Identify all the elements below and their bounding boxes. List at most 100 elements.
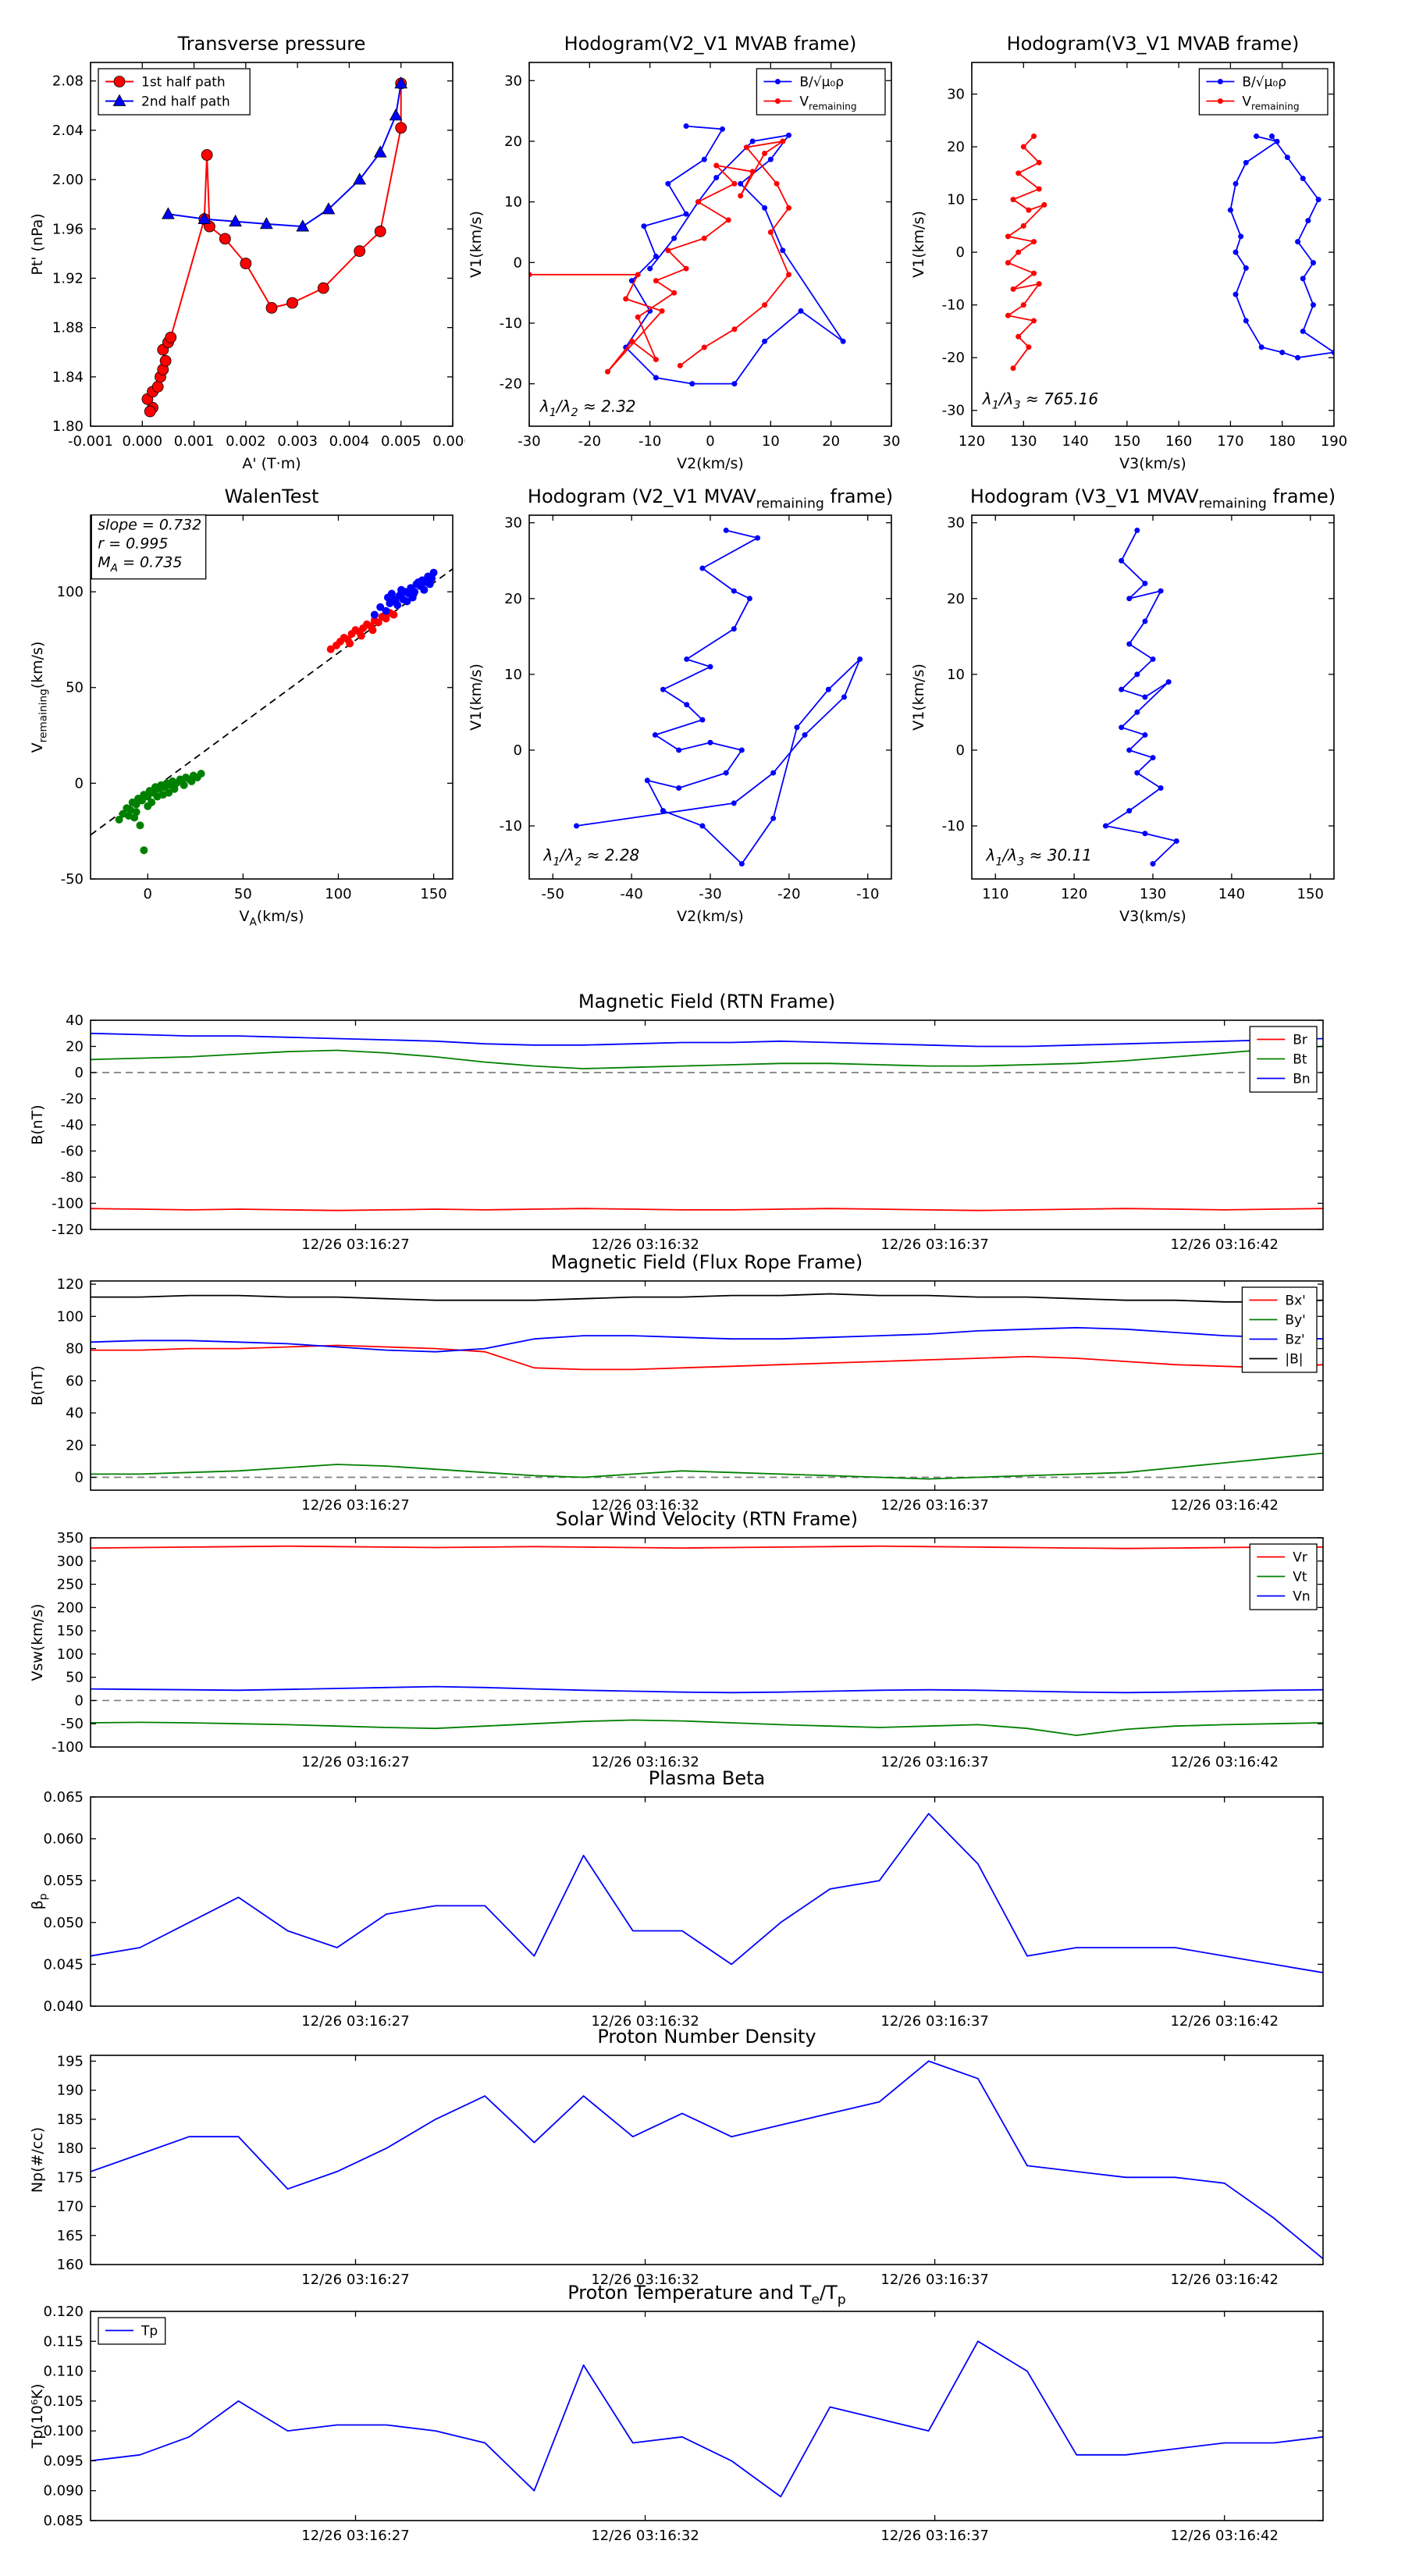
x-axis-label: V2(km/s) (677, 455, 744, 472)
legend-label: Vr (1293, 1550, 1307, 1566)
x-tick-label: -50 (542, 886, 564, 902)
legend: Bx' By' Bz' |B| (1241, 1286, 1318, 1373)
x-tick-label: 150 (1114, 433, 1140, 450)
y-tick-label: 50 (66, 680, 84, 696)
x-tick-label: 12/26 03:16:32 (591, 1236, 699, 1253)
y-tick-label: 0.100 (43, 2423, 84, 2439)
x-tick-label: -30 (699, 886, 721, 902)
series-Vt (91, 1719, 1323, 1736)
legend-label: B/√μ₀ρ (1242, 75, 1286, 91)
y-tick-label: 175 (57, 2169, 84, 2186)
x-tick-label: 0 (706, 433, 714, 450)
y-tick-label: 150 (57, 1623, 84, 1639)
x-tick-label: 12/26 03:16:27 (301, 1497, 409, 1514)
y-tick-label: 1.80 (52, 418, 84, 435)
y-tick-label: 160 (57, 2257, 84, 2273)
axes-frame (90, 514, 454, 880)
chart-magnetic-field-flux-rope: 12/26 03:16:27 12/26 03:16:32 12/26 03:16:… (16, 1246, 1337, 1534)
y-tick-label: 1.88 (52, 320, 84, 336)
y-tick-label: 40 (66, 1012, 84, 1029)
y-tick-label: 100 (57, 1646, 84, 1663)
chart-walen-test: 0 50 100 150 -50 0 50 100 WalenTest VA(km/s) Vrema… (16, 478, 465, 932)
annotation-text: λ1/λ2 ≈ 2.32 (539, 397, 636, 419)
chart-canvas: 110 120 130 140 150 -10 0 10 20 30 Hodogram (V3_V1… (910, 486, 1336, 925)
chart-proton-number-density: 12/26 03:16:27 12/26 03:16:32 12/26 03:16:… (16, 2020, 1337, 2308)
y-tick-label: 170 (57, 2199, 84, 2215)
x-tick-label: -40 (620, 886, 642, 902)
y-tick-label: 300 (57, 1553, 84, 1570)
y-axis-label: Tp(10⁶K) (29, 2384, 46, 2450)
series-B-magnitude (91, 1293, 1323, 1303)
chart-proton-temperature: 12/26 03:16:27 12/26 03:16:32 12/26 03:16:… (16, 2276, 1337, 2564)
legend-label: Vremaining (1242, 94, 1299, 112)
y-tick-label: 0.065 (43, 1789, 84, 1806)
series-beta-p (91, 1813, 1323, 1973)
chart-title: Hodogram(V3_V1 MVAB frame) (1007, 33, 1300, 55)
plot-area (1005, 133, 1334, 372)
plot-area (91, 568, 453, 855)
y-tick-label: -10 (500, 818, 522, 834)
y-tick-label: -50 (61, 871, 84, 888)
x-axis-label: A' (T·m) (242, 455, 301, 472)
series-v-hodogram (1102, 527, 1179, 867)
axes-ticks: 12/26 03:16:27 12/26 03:16:32 12/26 03:16:… (43, 2304, 1323, 2544)
annotation-text: λ1/λ3 ≈ 765.16 (982, 390, 1098, 412)
y-tick-label: 20 (947, 139, 965, 155)
legend-label: Vn (1293, 1589, 1310, 1605)
legend-label: |B| (1285, 1352, 1303, 1368)
x-tick-label: 0.002 (226, 433, 266, 450)
series-Bx-prime (91, 1344, 1323, 1371)
x-tick-label: 0 (144, 886, 152, 902)
x-tick-label: 0.003 (277, 433, 318, 450)
y-tick-label: 0.095 (43, 2453, 84, 2469)
x-tick-label: -30 (518, 433, 540, 450)
x-tick-label: 190 (1321, 433, 1346, 450)
legend: Br Bt Bn (1249, 1026, 1318, 1093)
y-tick-label: 195 (57, 2053, 84, 2069)
x-tick-label: 12/26 03:16:37 (880, 2528, 988, 2544)
x-tick-label: 120 (959, 433, 985, 450)
y-tick-label: 190 (57, 2083, 84, 2099)
axes-ticks: -0.001 0.000 0.001 0.002 0.003 0.004 0.005 0.00… (52, 62, 473, 450)
x-axis-label: V3(km/s) (1119, 455, 1186, 472)
y-tick-label: 200 (57, 1599, 84, 1616)
legend-label: 1st half path (141, 75, 226, 91)
y-tick-label: 120 (57, 1276, 84, 1293)
x-axis-label: V2(km/s) (677, 908, 744, 925)
chart-title: Transverse pressure (177, 33, 366, 55)
y-tick-label: 0 (514, 254, 522, 271)
y-tick-label: -100 (52, 1739, 84, 1756)
plot-area (91, 1545, 1323, 1736)
series-b-alfven-units (623, 123, 846, 387)
y-tick-label: -50 (61, 1716, 84, 1732)
series-Bn (91, 1032, 1323, 1048)
plot-area (91, 1813, 1323, 1973)
x-tick-label: 20 (822, 433, 840, 450)
axes-ticks: 12/26 03:16:27 12/26 03:16:32 12/26 03:16:… (52, 1530, 1323, 1770)
y-axis-label: Vsw(km/s) (29, 1603, 46, 1681)
annotation-box (91, 514, 207, 580)
y-tick-label: 0 (75, 1470, 84, 1486)
y-axis-label: Np(#/cc) (29, 2127, 46, 2193)
chart-title: Hodogram(V2_V1 MVAB frame) (564, 33, 857, 55)
axes-ticks: 12/26 03:16:27 12/26 03:16:32 12/26 03:16:… (57, 2053, 1323, 2288)
chart-title: Solar Wind Velocity (RTN Frame) (556, 1508, 858, 1530)
y-tick-label: 165 (57, 2228, 84, 2244)
series-b-alfven-units (1227, 133, 1334, 361)
axes-ticks: 12/26 03:16:27 12/26 03:16:32 12/26 03:16:… (57, 1276, 1323, 1514)
x-tick-label: 130 (1010, 433, 1037, 450)
series-walen-points-blue (370, 568, 438, 619)
chart-canvas: 12/26 03:16:27 12/26 03:16:32 12/26 03:16:… (29, 991, 1324, 1253)
y-tick-label: 0.040 (43, 1998, 84, 2015)
legend: B/√μ₀ρ Vremaining (1198, 68, 1329, 116)
y-tick-label: 0.090 (43, 2483, 84, 2500)
x-tick-label: 10 (762, 433, 780, 450)
y-tick-label: 10 (947, 667, 965, 683)
y-axis-label: Vremaining(km/s) (29, 642, 49, 753)
y-tick-label: 20 (66, 1039, 84, 1055)
y-tick-label: 2.00 (52, 172, 84, 188)
x-tick-label: 12/26 03:16:42 (1170, 1754, 1278, 1770)
plot-area (91, 2060, 1323, 2260)
series-By-prime (91, 1452, 1323, 1480)
y-tick-label: 30 (947, 87, 965, 103)
